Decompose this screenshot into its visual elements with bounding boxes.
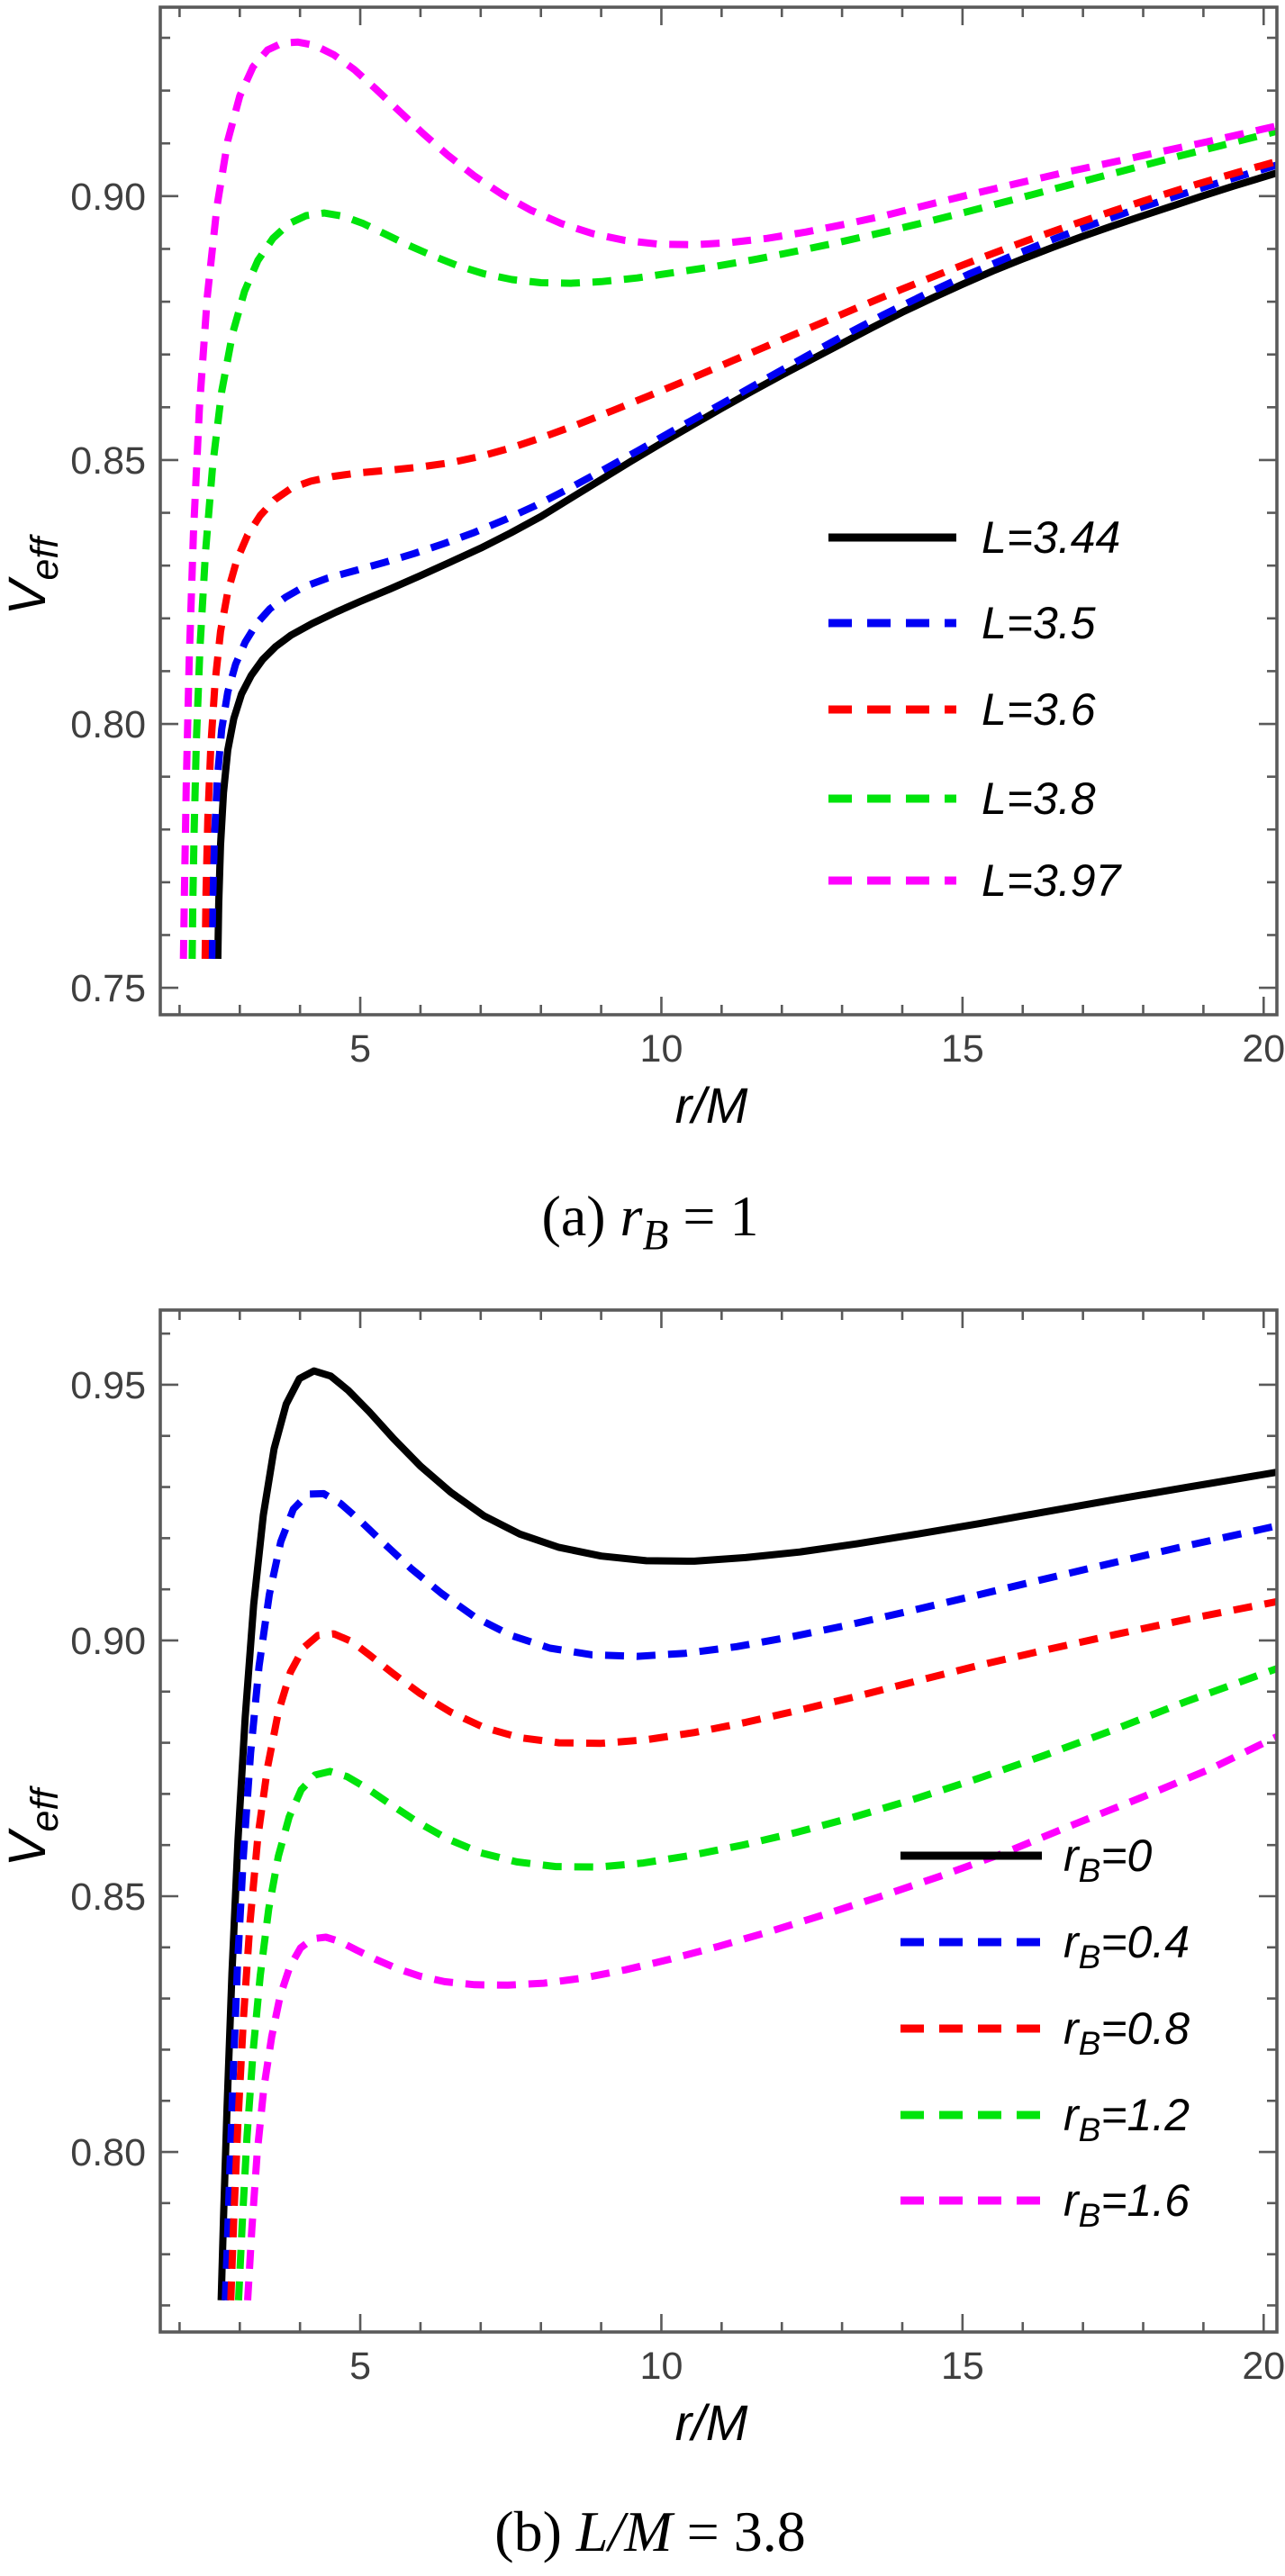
x-tick-label-20: 20 <box>1242 1027 1285 1071</box>
plot-b: 5 10 15 200.800.850.900.95rB=0rB=0.4rB=0.8r… <box>0 1308 1285 2563</box>
legend-a-label-L-3.97: L=3.97 <box>982 855 1123 906</box>
x-tick-label-15: 15 <box>941 1027 984 1071</box>
plot-b-ylabel: Veff <box>0 1785 67 1866</box>
plot-a-tick-labels: 5 10 15 20 0.75 0.80 0.85 0.90 <box>70 176 1285 1071</box>
legend-b-label-rB-0.8: rB=0.8 <box>1063 2003 1190 2062</box>
legend-b-label-rB-1.6: rB=1.6 <box>1063 2175 1190 2234</box>
x-tick-label-20: 20 <box>1242 2345 1285 2388</box>
y-tick-label-0.85: 0.85 <box>70 1876 146 1919</box>
x-tick-label-5: 5 <box>349 1027 371 1071</box>
y-tick-label-0.85: 0.85 <box>70 439 146 483</box>
plot-a-curve-L-3.44 <box>213 169 1277 959</box>
y-tick-label-0.90: 0.90 <box>70 1620 146 1663</box>
plot-a: 5 10 15 200.750.800.850.90L=3.44L=3.5L=3.6L… <box>0 5 1285 1259</box>
plot-b-curve-rB-0 <box>217 1367 1277 2300</box>
legend-b-label-rB-0: rB=0 <box>1063 1830 1153 1889</box>
plot-b-curve-rB-1.2 <box>234 1665 1277 2300</box>
plot-b-legend: rB=0 rB=0.4 rB=0.8 rB=1.2 rB=1.6 <box>900 1830 1190 2234</box>
plot-a-ylabel: Veff <box>0 534 67 615</box>
plot-a-xlabel: r/M <box>675 1077 748 1134</box>
plot-b-curve-rB-1.6 <box>244 1733 1277 2301</box>
plot-a-curve-L-3.8 <box>188 127 1277 959</box>
x-tick-label-5: 5 <box>349 2345 371 2388</box>
y-tick-label-0.80: 0.80 <box>70 2131 146 2174</box>
legend-a-label-L-3.8: L=3.8 <box>982 773 1096 824</box>
plot-b-curve-rB-0.8 <box>227 1597 1277 2300</box>
plot-b-tick-labels: 5 10 15 20 0.80 0.85 0.90 0.95 <box>70 1364 1285 2388</box>
plot-b-xlabel: r/M <box>675 2394 748 2451</box>
plot-a-curve-L-3.5 <box>208 161 1277 959</box>
plot-b-curve-rB-0.4 <box>222 1489 1277 2300</box>
caption-b: (b) L/M = 3.8 <box>494 2499 805 2563</box>
caption-a: (a) rB = 1 <box>542 1184 759 1259</box>
plot-a-curve-L-3.97 <box>179 38 1277 959</box>
y-tick-label-0.95: 0.95 <box>70 1364 146 1407</box>
x-tick-label-10: 10 <box>640 1027 683 1071</box>
x-tick-label-10: 10 <box>640 2345 683 2388</box>
legend-a-label-L-3.44: L=3.44 <box>982 512 1120 563</box>
plot-b-ticks <box>160 1310 1277 2332</box>
y-tick-label-0.80: 0.80 <box>70 703 146 746</box>
legend-b-label-rB-1.2: rB=1.2 <box>1063 2090 1190 2148</box>
plot-a-frame <box>158 5 1279 1017</box>
y-tick-label-0.75: 0.75 <box>70 967 146 1010</box>
legend-a-label-L-3.5: L=3.5 <box>982 598 1096 648</box>
x-tick-label-15: 15 <box>941 2345 984 2388</box>
plot-b-frame <box>158 1308 1279 2334</box>
plot-a-legend: L=3.44 L=3.5 L=3.6 L=3.8 L=3.97 <box>828 512 1123 906</box>
plot-a-curve-L-3.6 <box>201 158 1277 959</box>
legend-b-label-rB-0.4: rB=0.4 <box>1063 1917 1190 1975</box>
legend-a-label-L-3.6: L=3.6 <box>982 684 1096 735</box>
y-tick-label-0.90: 0.90 <box>70 176 146 219</box>
plot-a-ticks <box>160 7 1277 1015</box>
